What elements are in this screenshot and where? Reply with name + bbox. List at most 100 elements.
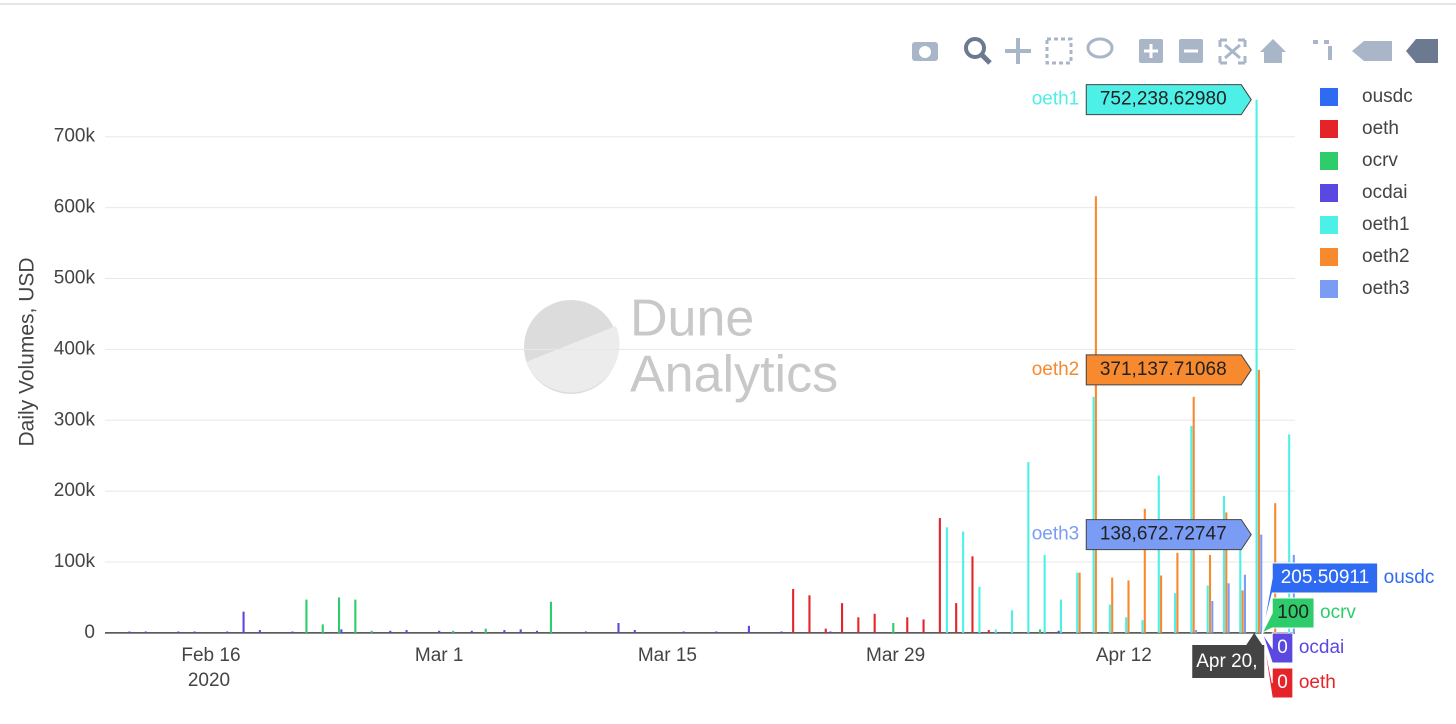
bar xyxy=(1211,601,1214,633)
legend-swatch xyxy=(1320,216,1338,234)
hover-name: oeth3 xyxy=(1032,524,1080,545)
bar xyxy=(549,601,553,633)
bar xyxy=(1225,512,1228,633)
watermark-logo-wedge xyxy=(526,326,620,393)
bar xyxy=(1292,554,1295,633)
bar xyxy=(321,624,324,633)
hover-box xyxy=(1261,562,1379,634)
bar xyxy=(682,631,685,633)
hover-value: 100 xyxy=(1277,602,1309,623)
spike-icon[interactable] xyxy=(1313,40,1332,60)
bar xyxy=(1208,554,1212,633)
bar xyxy=(389,630,392,633)
bar xyxy=(1011,610,1014,633)
bar xyxy=(780,631,783,633)
bar xyxy=(1057,630,1060,633)
bar xyxy=(144,631,147,633)
x-tick-label: Apr 12 xyxy=(1096,645,1152,666)
bar xyxy=(1194,630,1198,633)
bar xyxy=(305,599,308,633)
bar xyxy=(1243,574,1246,633)
hover-label: 0 ocdai xyxy=(1261,632,1344,664)
bar xyxy=(922,619,925,633)
bar xyxy=(1222,496,1226,633)
hover-box xyxy=(1261,632,1294,664)
bar xyxy=(1160,575,1163,633)
hover-value: 752,238.62980 xyxy=(1100,89,1227,110)
bar xyxy=(857,617,860,633)
bar xyxy=(994,629,997,633)
bar xyxy=(1192,396,1195,633)
bar xyxy=(1206,585,1209,633)
toolbar xyxy=(912,37,1438,65)
legend-swatch xyxy=(1320,152,1338,170)
hover-box xyxy=(1261,632,1294,699)
x-tick-label: Mar 29 xyxy=(866,645,925,666)
bar xyxy=(177,631,180,633)
watermark-text: Dune xyxy=(630,290,754,348)
hover-value: 371,137.71068 xyxy=(1100,359,1227,380)
hover-label: 138,672.72747 oeth3 xyxy=(1032,519,1252,551)
bar xyxy=(405,630,408,633)
bar xyxy=(1059,599,1063,633)
bar xyxy=(1038,629,1042,633)
hover-label: 371,137.71068 oeth2 xyxy=(1032,354,1252,386)
zoom-in-plus xyxy=(1144,44,1158,58)
home-icon[interactable] xyxy=(1260,39,1286,63)
hover-name: ocrv xyxy=(1320,602,1356,623)
bar xyxy=(226,631,229,633)
legend-label: oeth3 xyxy=(1362,278,1410,299)
bar xyxy=(258,630,261,633)
bar xyxy=(808,595,811,633)
bar xyxy=(484,628,487,633)
legend-label: ousdc xyxy=(1362,86,1413,107)
bar xyxy=(1288,434,1291,633)
bar xyxy=(955,603,958,633)
hover-x-box xyxy=(1192,632,1265,678)
box-select-icon[interactable] xyxy=(1045,37,1073,65)
bar xyxy=(1043,554,1046,633)
bar xyxy=(978,586,981,633)
bar xyxy=(945,527,948,633)
bar xyxy=(519,629,522,633)
bar xyxy=(873,613,876,633)
bar xyxy=(242,611,245,633)
bar xyxy=(1127,580,1130,633)
bar xyxy=(1141,620,1144,633)
hover-name: ousdc xyxy=(1384,567,1435,588)
autoscale-icon[interactable] xyxy=(1218,38,1247,65)
hover-label: 205.50911 ousdc xyxy=(1261,562,1435,634)
pan-icon[interactable] xyxy=(1005,38,1031,64)
bar xyxy=(747,625,750,633)
legend-label: ocdai xyxy=(1362,182,1407,203)
legend-label: oeth xyxy=(1362,118,1399,139)
bar xyxy=(962,531,965,633)
bar xyxy=(1227,583,1230,633)
bar xyxy=(354,599,357,633)
zoom-icon[interactable] xyxy=(964,37,986,59)
x-tick-label: Feb 16 xyxy=(181,645,240,666)
y-tick-label: 700k xyxy=(54,126,96,147)
bar xyxy=(633,630,636,633)
bar xyxy=(535,630,539,633)
bar xyxy=(1174,593,1177,633)
hover-box xyxy=(1085,519,1252,551)
y-tick-label: 0 xyxy=(84,622,95,643)
compare-icon[interactable] xyxy=(1352,41,1392,61)
camera-lens xyxy=(919,46,931,58)
hover-name: ocdai xyxy=(1299,637,1344,658)
hover-box xyxy=(1261,597,1315,635)
closest-icon[interactable] xyxy=(1406,39,1438,63)
legend-swatch xyxy=(1320,280,1338,298)
bar xyxy=(1092,396,1095,633)
y-tick-label: 600k xyxy=(54,197,96,218)
legend-label: oeth1 xyxy=(1362,214,1410,235)
bar xyxy=(337,597,341,633)
y-tick-label: 300k xyxy=(54,409,96,430)
legend-swatch xyxy=(1320,120,1338,138)
bar xyxy=(1111,577,1114,633)
y-axis-title: Daily Volumes, USD xyxy=(16,257,39,446)
lasso-icon[interactable] xyxy=(1086,37,1114,59)
bar xyxy=(1255,99,1258,633)
y-tick-label: 100k xyxy=(54,551,96,572)
